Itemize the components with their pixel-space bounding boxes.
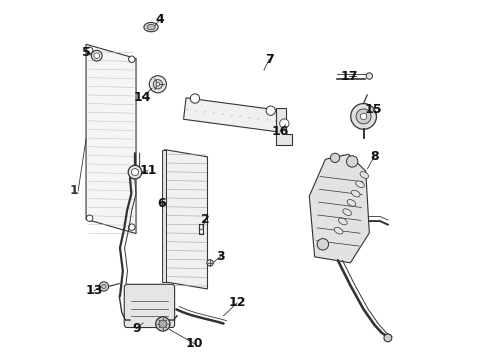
Circle shape <box>92 50 102 61</box>
Text: 15: 15 <box>364 103 382 116</box>
Text: 2: 2 <box>201 213 210 226</box>
Ellipse shape <box>334 228 343 234</box>
Circle shape <box>102 284 106 289</box>
Circle shape <box>159 320 167 328</box>
Text: 14: 14 <box>133 91 151 104</box>
Circle shape <box>86 47 93 54</box>
Text: 12: 12 <box>228 296 246 309</box>
Polygon shape <box>276 108 292 145</box>
Polygon shape <box>184 98 280 132</box>
Circle shape <box>128 165 142 179</box>
Text: 16: 16 <box>271 125 289 138</box>
Text: 1: 1 <box>70 184 78 197</box>
Circle shape <box>94 53 99 59</box>
Circle shape <box>360 113 367 120</box>
Polygon shape <box>309 154 369 263</box>
Ellipse shape <box>351 190 360 197</box>
Circle shape <box>351 104 376 129</box>
Polygon shape <box>165 150 207 289</box>
Bar <box>162 150 167 282</box>
Circle shape <box>156 317 170 331</box>
Circle shape <box>190 94 199 103</box>
Circle shape <box>207 260 213 266</box>
Text: 17: 17 <box>341 69 358 82</box>
Text: 8: 8 <box>370 150 379 163</box>
Circle shape <box>149 76 167 93</box>
Circle shape <box>384 334 392 342</box>
Circle shape <box>317 239 329 250</box>
FancyBboxPatch shape <box>124 284 174 328</box>
Ellipse shape <box>147 24 155 30</box>
Circle shape <box>86 215 93 221</box>
Text: 6: 6 <box>157 197 166 210</box>
Text: 5: 5 <box>82 46 91 59</box>
Text: 10: 10 <box>186 337 203 350</box>
Text: 13: 13 <box>86 284 103 297</box>
Text: 7: 7 <box>265 53 274 66</box>
Text: 9: 9 <box>132 322 141 335</box>
Text: 4: 4 <box>156 13 164 27</box>
Circle shape <box>280 119 289 128</box>
Ellipse shape <box>360 172 368 178</box>
Circle shape <box>266 106 275 115</box>
Circle shape <box>153 80 163 89</box>
Circle shape <box>356 109 371 124</box>
Ellipse shape <box>144 22 158 32</box>
Circle shape <box>128 56 135 63</box>
Circle shape <box>131 168 139 176</box>
Circle shape <box>330 153 340 162</box>
Ellipse shape <box>343 209 351 216</box>
Text: 11: 11 <box>139 164 157 177</box>
Circle shape <box>346 156 358 167</box>
Ellipse shape <box>347 199 356 206</box>
Circle shape <box>128 224 135 230</box>
Ellipse shape <box>339 218 347 225</box>
Ellipse shape <box>356 181 365 188</box>
Circle shape <box>99 282 109 291</box>
Circle shape <box>366 73 372 79</box>
Text: 3: 3 <box>217 250 225 263</box>
Polygon shape <box>86 44 136 234</box>
Circle shape <box>156 82 160 86</box>
